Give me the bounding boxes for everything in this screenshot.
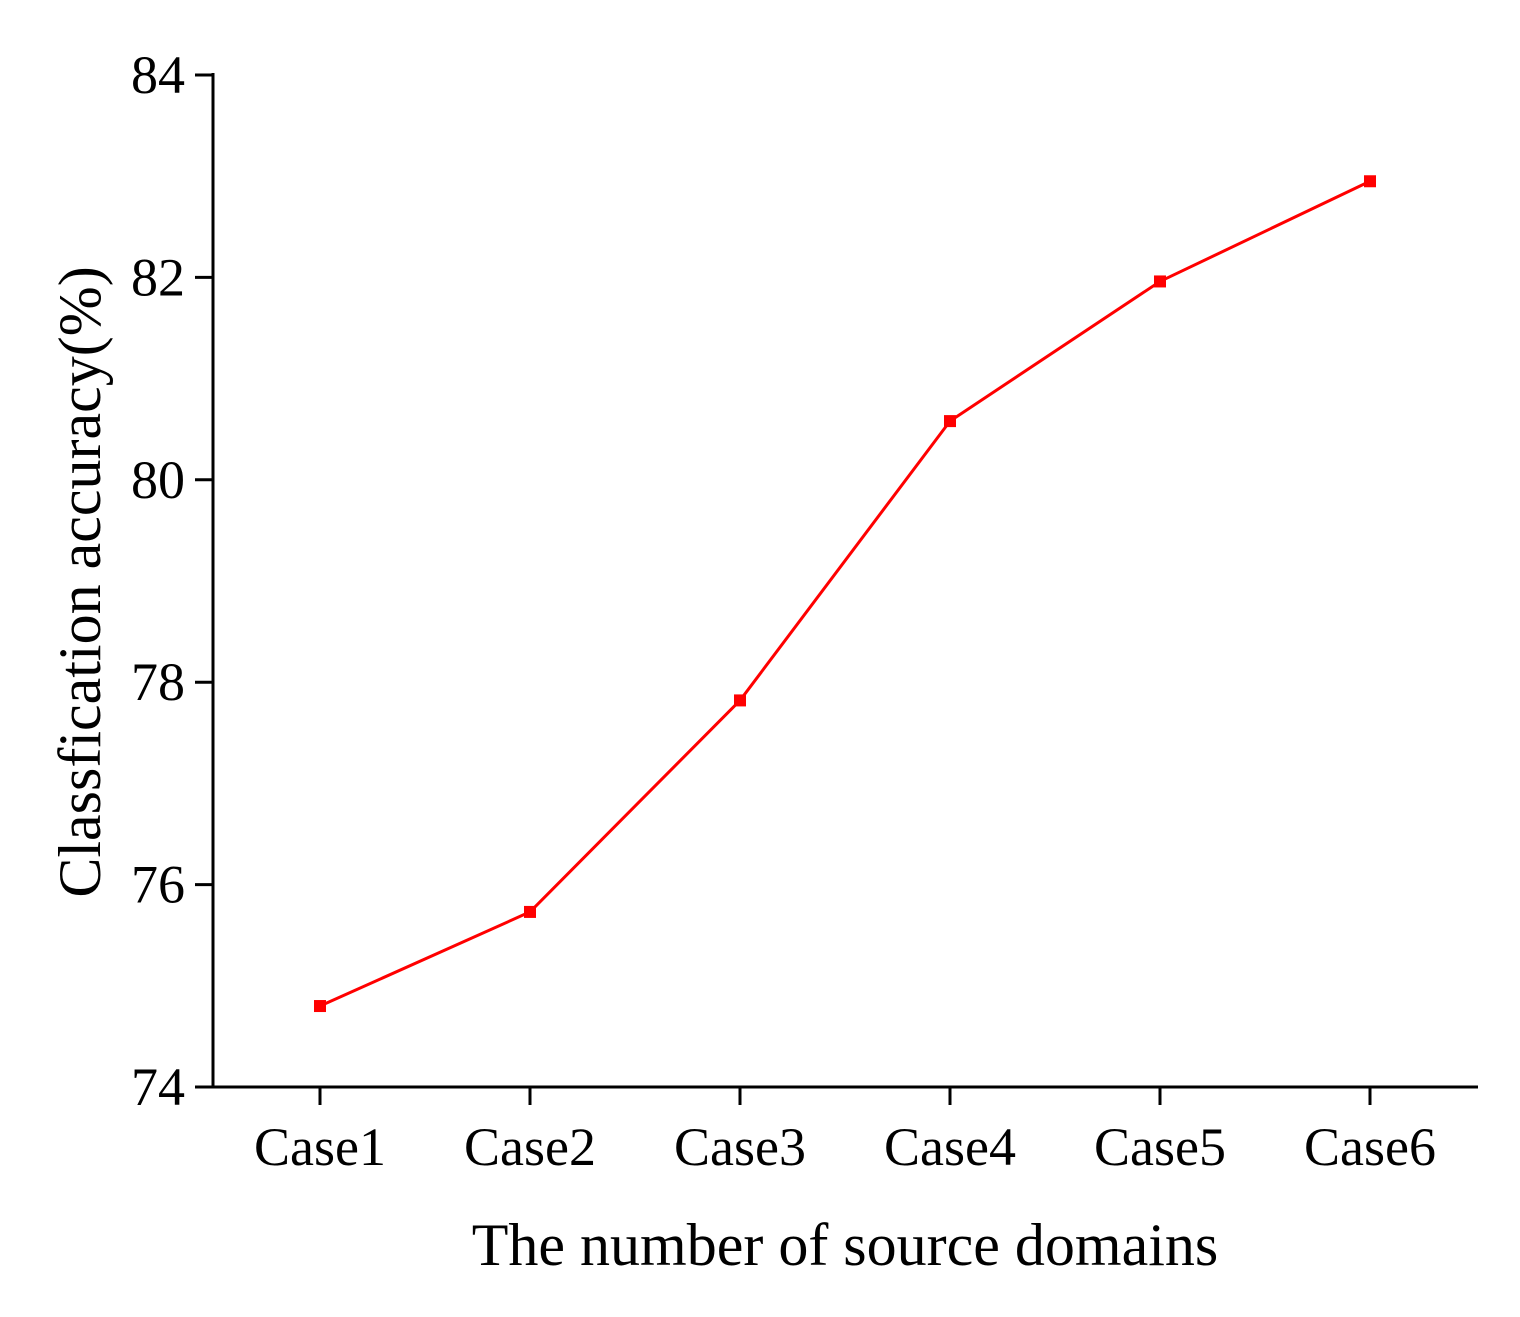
x-tick-label: Case6 — [1304, 1117, 1436, 1177]
y-tick-label: 84 — [131, 45, 185, 105]
y-axis-title: Classfication accuracy(%) — [47, 266, 113, 897]
data-point — [734, 694, 746, 707]
y-tick-label: 74 — [131, 1057, 185, 1117]
data-point — [944, 415, 956, 428]
axes — [211, 73, 1478, 1089]
series-line — [319, 179, 1371, 1008]
y-tick-label: 78 — [131, 652, 185, 712]
y-tick-label: 80 — [131, 450, 185, 510]
x-tick-label: Case4 — [884, 1117, 1016, 1177]
x-axis-title: The number of source domains — [472, 1212, 1218, 1278]
y-tick-label: 82 — [131, 247, 185, 307]
x-tick-label: Case2 — [464, 1117, 596, 1177]
series-layer — [314, 175, 1376, 1013]
data-point — [1154, 275, 1166, 288]
data-point — [524, 905, 536, 918]
ticks: 74 76 78 80 82 84 Case1 Case2 Case3 Case4 Case5 Cas… — [131, 45, 1436, 1177]
data-point — [314, 1000, 326, 1013]
data-point — [1364, 175, 1376, 188]
x-tick-label: Case1 — [254, 1117, 386, 1177]
x-tick-label: Case5 — [1094, 1117, 1226, 1177]
x-tick-label: Case3 — [674, 1117, 806, 1177]
y-tick-label: 76 — [131, 855, 185, 915]
